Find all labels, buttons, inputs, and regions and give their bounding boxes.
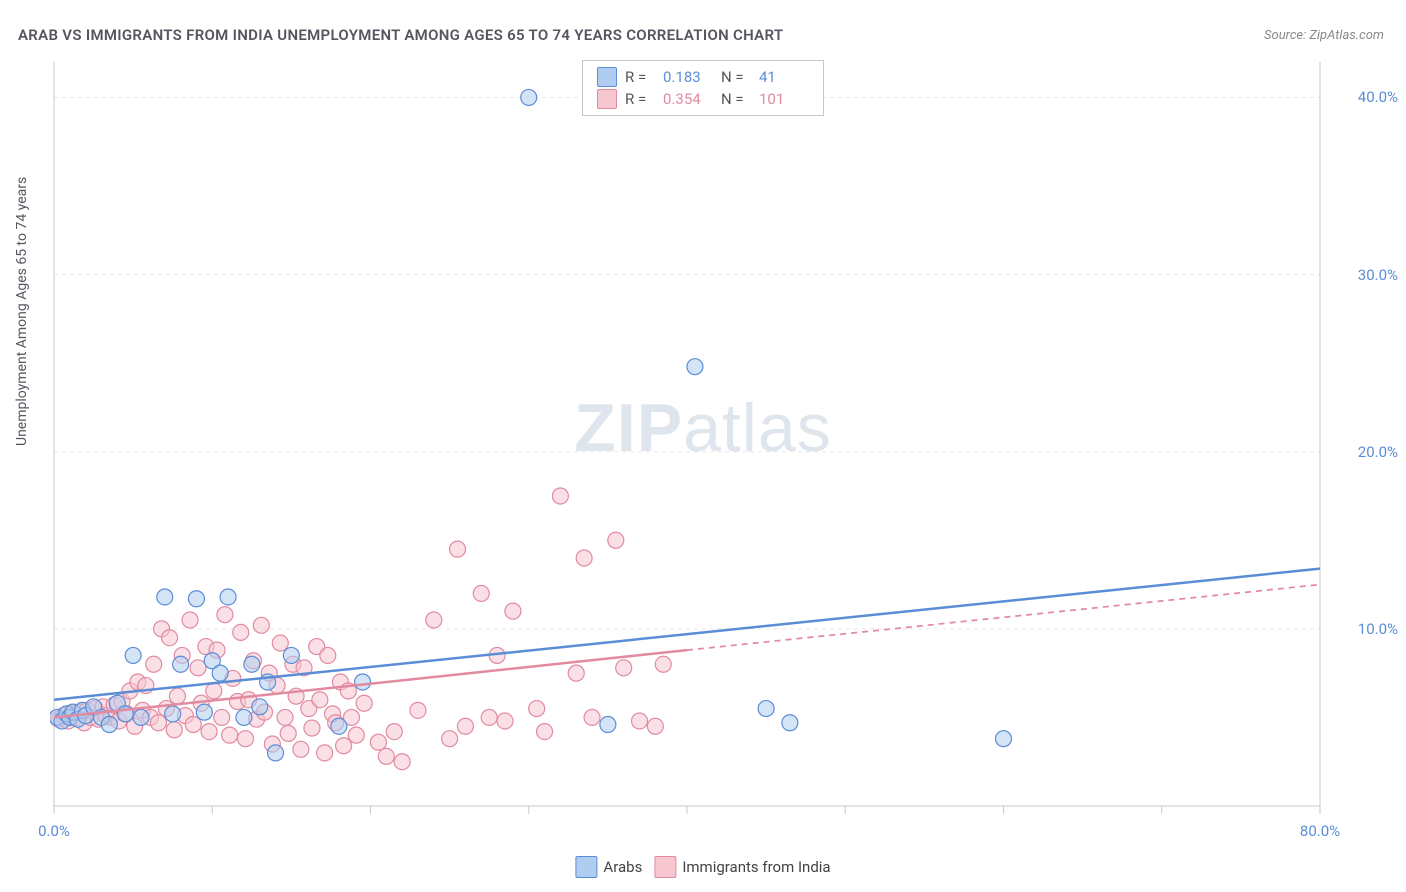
chart-title: ARAB VS IMMIGRANTS FROM INDIA UNEMPLOYME… [18,26,783,44]
legend-item-india: Immigrants from India [654,856,830,878]
r-value-1: 0.183 [663,68,713,86]
legend-item-arabs: Arabs [575,856,642,878]
n-value-2: 101 [759,90,809,108]
legend-swatch-blue [597,67,617,87]
y-tick-label: 20.0% [1358,443,1398,461]
correlation-chart: ARAB VS IMMIGRANTS FROM INDIA UNEMPLOYME… [0,0,1406,892]
y-tick-label: 10.0% [1358,620,1398,638]
y-tick-label: 40.0% [1358,88,1398,106]
x-tick-label: 0.0% [38,822,70,840]
y-axis-label: Unemployment Among Ages 65 to 74 years [14,177,30,446]
legend-swatch-pink [597,89,617,109]
series-legend: Arabs Immigrants from India [575,856,830,878]
correlation-legend-row-2: R = 0.354 N = 101 [597,89,809,109]
scatter-plot-area [50,56,1380,846]
source-attribution: Source: ZipAtlas.com [1264,28,1384,43]
legend-swatch-india [654,856,676,878]
legend-swatch-arabs [575,856,597,878]
legend-label-india: Immigrants from India [682,858,830,876]
x-tick-label: 80.0% [1300,822,1340,840]
legend-label-arabs: Arabs [603,858,642,876]
r-value-2: 0.354 [663,90,713,108]
correlation-legend-row-1: R = 0.183 N = 41 [597,67,809,87]
y-tick-label: 30.0% [1358,266,1398,284]
n-value-1: 41 [759,68,809,86]
correlation-legend: R = 0.183 N = 41 R = 0.354 N = 101 [582,60,824,116]
